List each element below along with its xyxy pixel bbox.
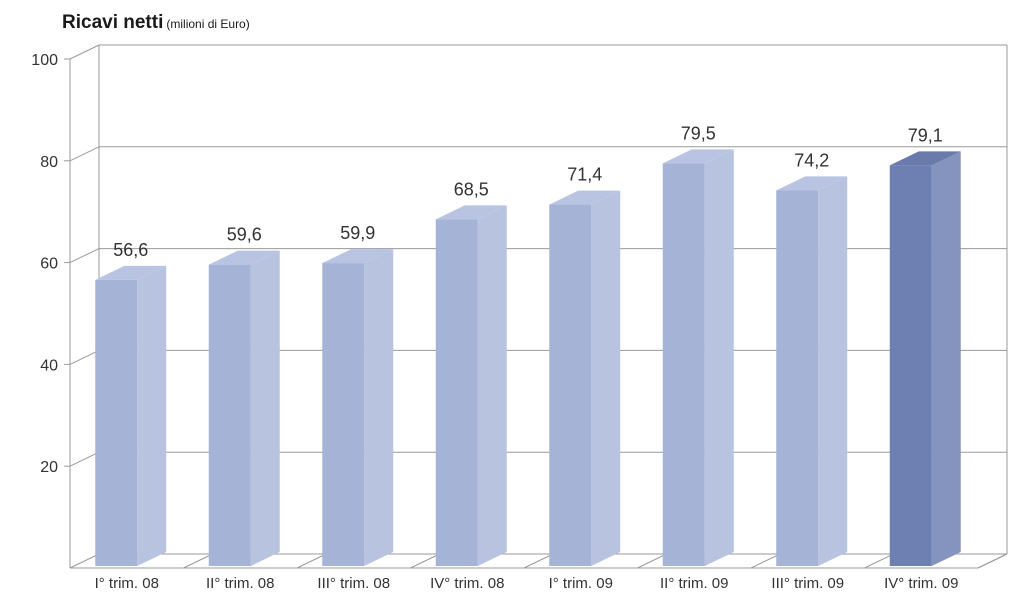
x-tick-label: IV° trim. 08 — [430, 575, 504, 592]
bar — [95, 279, 138, 566]
bar-top — [662, 149, 734, 164]
bar — [776, 190, 819, 566]
bar-top — [435, 205, 507, 220]
bar — [662, 163, 705, 566]
bar — [889, 165, 932, 567]
data-label: 68,5 — [454, 179, 489, 199]
bar-top — [889, 151, 961, 166]
chart-title-main: Ricavi netti — [62, 12, 164, 33]
bar-side — [137, 265, 167, 566]
x-tick-label: III° trim. 09 — [771, 575, 844, 592]
bar-top — [549, 190, 621, 205]
data-label: 71,4 — [567, 165, 602, 185]
data-label: 79,1 — [908, 125, 943, 145]
x-tick-label: I° trim. 08 — [95, 575, 159, 592]
gridline-diagonal — [69, 248, 100, 264]
floor-divider — [183, 553, 213, 569]
bar-top — [776, 176, 848, 191]
y-tick-label: 60 — [40, 256, 58, 273]
bar-side — [477, 205, 507, 566]
y-tick-label: 80 — [40, 154, 58, 171]
data-label: 74,2 — [794, 150, 829, 170]
floor-divider — [864, 553, 894, 569]
bar — [549, 204, 592, 566]
data-label: 59,9 — [340, 223, 375, 243]
y-tick-label: 100 — [31, 52, 58, 69]
bar-side — [704, 149, 734, 566]
floor-divider — [977, 553, 1008, 569]
bar-side — [250, 250, 280, 567]
bar-side — [364, 249, 394, 566]
floor-divider — [296, 553, 327, 569]
x-tick-label: IV° trim. 09 — [884, 575, 958, 592]
bar — [208, 264, 251, 566]
bar-top — [208, 250, 280, 265]
bar-side — [591, 190, 621, 566]
bar-side — [818, 176, 848, 566]
bar-top — [95, 265, 167, 280]
gridline-diagonal — [69, 451, 100, 467]
bar-side — [931, 151, 961, 567]
floor-divider — [750, 553, 781, 569]
y-tick-label: 20 — [40, 459, 58, 476]
x-tick-label: II° trim. 08 — [206, 575, 275, 592]
bar-top — [322, 249, 394, 264]
gridline-diagonal — [69, 146, 100, 162]
floor-divider — [523, 553, 554, 569]
bar — [435, 219, 478, 566]
floor-divider — [69, 553, 100, 569]
x-tick-label: II° trim. 09 — [660, 575, 729, 592]
floor-divider — [637, 553, 667, 569]
x-tick-label: I° trim. 09 — [549, 575, 613, 592]
floor-divider — [410, 553, 440, 569]
data-label: 56,6 — [113, 240, 148, 260]
data-label: 59,6 — [227, 225, 262, 245]
y-tick-label: 40 — [40, 357, 58, 374]
chart-title: Ricavi netti (milioni di Euro) — [62, 12, 250, 34]
data-label: 79,5 — [681, 123, 716, 143]
bar — [322, 263, 365, 566]
x-tick-label: III° trim. 08 — [317, 575, 390, 592]
chart-subtitle: (milioni di Euro) — [166, 17, 250, 31]
gridline-diagonal — [69, 349, 100, 365]
gridline-diagonal — [69, 44, 100, 60]
